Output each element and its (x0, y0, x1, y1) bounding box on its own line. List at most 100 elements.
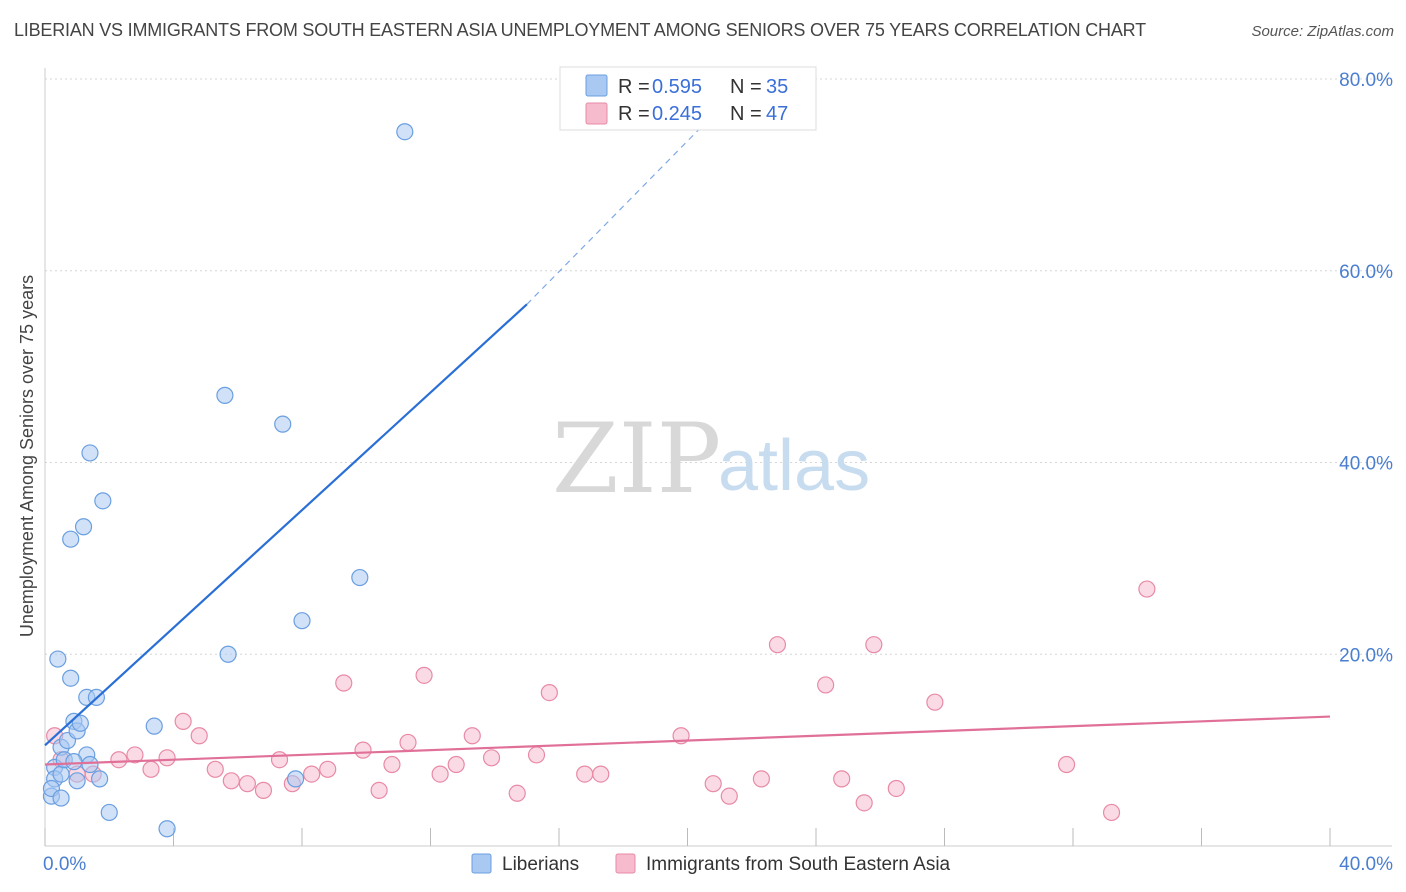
immigrants-point (399, 733, 417, 752)
immigrants-point (126, 746, 144, 764)
liberians-point (274, 415, 292, 433)
liberians-trendline (44, 303, 528, 747)
legend-r-label: R = (618, 103, 650, 125)
liberians-point (81, 444, 99, 462)
liberians-point (219, 645, 237, 663)
top-legend: R = 0.595 N = 35 R = 0.245 N = 47 (559, 66, 817, 131)
liberians-point (62, 669, 80, 687)
liberians-point (91, 770, 109, 788)
immigrants-point (540, 683, 558, 702)
legend-swatch-liberians (585, 74, 608, 97)
immigrants-point (110, 751, 128, 769)
liberians-point (100, 803, 118, 822)
liberians-point (351, 568, 369, 587)
legend-r-value-immigrants: 0.245 (652, 103, 702, 125)
immigrants-point (222, 772, 240, 790)
watermark-atlas: atlas (718, 426, 870, 506)
watermark: ZIP atlas (552, 403, 870, 515)
liberians-point (396, 123, 414, 141)
immigrants-point (335, 674, 353, 692)
immigrants-point (206, 760, 224, 778)
trendlines (44, 78, 1331, 766)
immigrants-point (447, 755, 465, 774)
bottom-legend-swatch-liberians (471, 853, 492, 874)
immigrants-point (704, 775, 722, 793)
immigrants-point (865, 636, 883, 654)
grid-lines (45, 78, 1392, 655)
immigrants-point (190, 727, 208, 745)
liberians-point (94, 492, 112, 510)
immigrants-point (174, 712, 192, 730)
liberians-point (62, 530, 80, 548)
immigrants-point (592, 765, 610, 783)
immigrants-point (527, 746, 546, 764)
axes (44, 68, 1392, 847)
immigrants-point (1102, 803, 1121, 822)
liberians-point (145, 717, 163, 735)
legend-r-value-liberians: 0.595 (652, 76, 702, 98)
liberians-point (74, 518, 93, 536)
immigrants-point (370, 781, 388, 799)
x-tick-label: 40.0% (1339, 854, 1393, 875)
series-immigrants-points (46, 580, 1156, 822)
liberians-point (68, 772, 86, 790)
liberians-point (158, 820, 176, 838)
immigrants-point (752, 770, 770, 788)
immigrants-point (270, 751, 289, 769)
immigrants-point (142, 760, 160, 778)
immigrants-point (926, 693, 944, 711)
immigrants-point (576, 765, 594, 783)
bottom-legend: Liberians Immigrants from South Eastern … (471, 853, 951, 875)
immigrants-point (415, 666, 433, 684)
series-liberians-points (42, 123, 414, 838)
liberians-point (71, 714, 89, 732)
immigrants-point (1057, 755, 1076, 774)
x-tick-label: 0.0% (43, 854, 86, 875)
legend-r-label: R = (618, 76, 650, 98)
immigrants-point (720, 787, 738, 805)
legend-n-value-immigrants: 47 (766, 103, 788, 125)
liberians-point (286, 770, 305, 788)
liberians-trendline-extension (526, 78, 749, 305)
bottom-legend-label-immigrants: Immigrants from South Eastern Asia (646, 854, 951, 875)
y-tick-label: 40.0% (1339, 454, 1393, 475)
legend-n-value-liberians: 35 (766, 76, 788, 98)
immigrants-point (431, 765, 449, 783)
immigrants-point (158, 749, 176, 767)
immigrants-point (319, 760, 337, 778)
immigrants-point (768, 636, 787, 654)
legend-swatch-immigrants (585, 102, 608, 125)
immigrants-point (855, 794, 873, 812)
legend-n-label: N = (730, 103, 762, 125)
immigrants-point (254, 781, 273, 799)
immigrants-point (817, 676, 835, 694)
y-tick-label: 80.0% (1339, 70, 1393, 91)
liberians-point (52, 765, 70, 783)
immigrants-trendline (44, 715, 1331, 766)
bottom-legend-swatch-immigrants (615, 853, 636, 874)
liberians-point (52, 789, 70, 807)
immigrants-point (303, 765, 321, 783)
liberians-point (65, 753, 83, 771)
immigrants-point (887, 779, 905, 798)
liberians-point (81, 755, 99, 774)
source-credit: Source: ZipAtlas.com (1251, 23, 1394, 40)
liberians-point (49, 650, 67, 668)
immigrants-point (463, 727, 481, 745)
liberians-point (216, 386, 234, 404)
y-tick-label: 20.0% (1339, 645, 1393, 666)
legend-n-label: N = (730, 76, 762, 98)
immigrants-point (354, 741, 372, 759)
immigrants-point (508, 784, 526, 802)
chart-title: LIBERIAN VS IMMIGRANTS FROM SOUTH EASTER… (14, 20, 1146, 40)
bottom-legend-label-liberians: Liberians (502, 854, 579, 875)
liberians-point (293, 612, 311, 630)
immigrants-point (482, 749, 501, 767)
immigrants-point (383, 755, 401, 774)
y-axis-title: Unemployment Among Seniors over 75 years (17, 275, 37, 637)
immigrants-point (833, 770, 851, 788)
immigrants-point (1138, 580, 1156, 598)
y-tick-label: 60.0% (1339, 262, 1393, 283)
watermark-zip: ZIP (552, 403, 721, 515)
